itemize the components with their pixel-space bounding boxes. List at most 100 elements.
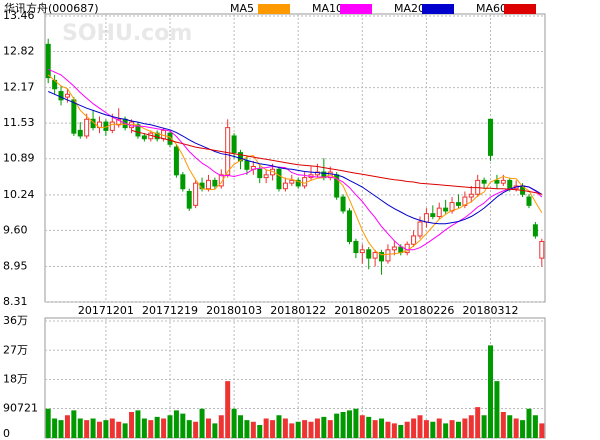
- candle-body: [526, 196, 532, 206]
- x-tick-label: 20171219: [142, 304, 198, 317]
- volume-bar: [45, 408, 51, 438]
- candle-body: [314, 171, 320, 176]
- volume-tick-label: 0: [3, 427, 10, 440]
- volume-bar: [391, 423, 397, 438]
- volume-bar: [327, 420, 333, 438]
- volume-bar: [263, 418, 269, 438]
- candle-body: [539, 240, 545, 259]
- legend-label: MA20: [394, 2, 425, 15]
- volume-bar: [417, 415, 423, 438]
- candle-body: [58, 91, 64, 101]
- volume-bar: [334, 413, 340, 438]
- volume-bar: [199, 408, 205, 438]
- watermark: SOHU.com: [62, 21, 192, 46]
- volume-bar: [71, 410, 77, 438]
- candle-body: [340, 196, 346, 212]
- candle-body: [532, 224, 538, 237]
- candle-body: [84, 118, 90, 137]
- ma-line: [131, 129, 542, 195]
- volume-bar: [507, 415, 513, 438]
- candle-body: [205, 179, 211, 190]
- volume-bar: [314, 418, 320, 438]
- candle-body: [302, 177, 308, 187]
- candle-body: [109, 121, 115, 131]
- x-tick-label: 20180205: [334, 304, 390, 317]
- volume-bar: [250, 421, 256, 438]
- volume-bar: [225, 381, 231, 438]
- legend-swatch: [340, 4, 372, 14]
- volume-bar: [308, 421, 314, 438]
- ma-line: [47, 91, 543, 225]
- y-tick-label: 13.46: [3, 9, 35, 22]
- x-tick-label: 20180122: [270, 304, 326, 317]
- volume-bar: [129, 412, 135, 438]
- volume-bar: [218, 415, 224, 438]
- volume-bar: [244, 420, 250, 438]
- candle-body: [436, 207, 442, 217]
- volume-bar: [58, 420, 64, 438]
- candle-body: [500, 179, 506, 184]
- y-tick-label: 10.24: [3, 188, 35, 201]
- y-tick-label: 11.53: [3, 116, 35, 129]
- candle-body: [45, 43, 51, 79]
- volume-bar: [539, 423, 545, 438]
- candle-body: [135, 124, 141, 137]
- volume-bar: [481, 415, 487, 438]
- volume-bar: [109, 418, 115, 438]
- volume-bar: [449, 420, 455, 438]
- legend-label: MA5: [230, 2, 254, 15]
- candle-body: [218, 174, 224, 187]
- legend-swatch: [504, 4, 536, 14]
- x-tick-label: 20180226: [398, 304, 454, 317]
- volume-bar: [443, 423, 449, 438]
- legend-label: MA10: [312, 2, 343, 15]
- volume-tick-label: 36万: [3, 314, 28, 327]
- candle-body: [417, 221, 423, 237]
- ma-line: [47, 74, 543, 256]
- volume-bar: [64, 415, 70, 438]
- candle-body: [494, 179, 500, 184]
- candle-body: [289, 179, 295, 184]
- candle-body: [116, 118, 122, 126]
- y-tick-label: 9.60: [3, 223, 28, 236]
- volume-bar: [122, 423, 128, 438]
- candle-body: [385, 249, 391, 262]
- candle-body: [379, 252, 385, 262]
- y-tick-label: 8.31: [3, 295, 28, 308]
- candle-body: [141, 135, 147, 140]
- volume-bar: [398, 425, 404, 438]
- volume-bar: [238, 415, 244, 438]
- volume-bar: [148, 420, 154, 438]
- volume-bar: [488, 345, 494, 438]
- volume-bar: [141, 418, 147, 438]
- x-tick-label: 20171201: [78, 304, 134, 317]
- candle-body: [430, 213, 436, 217]
- volume-bar: [462, 418, 468, 438]
- candle-body: [180, 174, 186, 190]
- volume-bar: [270, 420, 276, 438]
- volume-bar: [436, 418, 442, 438]
- volume-bar: [500, 412, 506, 438]
- candle-body: [366, 249, 372, 259]
- volume-bar: [84, 420, 90, 438]
- candle-body: [212, 179, 218, 187]
- price-frame: [44, 13, 546, 303]
- y-tick-label: 10.89: [3, 152, 35, 165]
- volume-bar: [430, 421, 436, 438]
- volume-bar: [276, 415, 282, 438]
- volume-tick-label: 90721: [3, 402, 38, 415]
- volume-bar: [302, 420, 308, 438]
- volume-bar: [532, 415, 538, 438]
- volume-bar: [52, 418, 58, 438]
- candle-body: [507, 179, 513, 190]
- legend-swatch: [258, 4, 290, 14]
- ma-line: [47, 68, 543, 251]
- volume-tick-label: 27万: [3, 343, 28, 356]
- volume-bar: [161, 418, 167, 438]
- candle-body: [282, 182, 288, 190]
- y-tick-label: 12.82: [3, 45, 35, 58]
- volume-bar: [180, 413, 186, 438]
- volume-bar: [468, 415, 474, 438]
- volume-bar: [90, 418, 96, 438]
